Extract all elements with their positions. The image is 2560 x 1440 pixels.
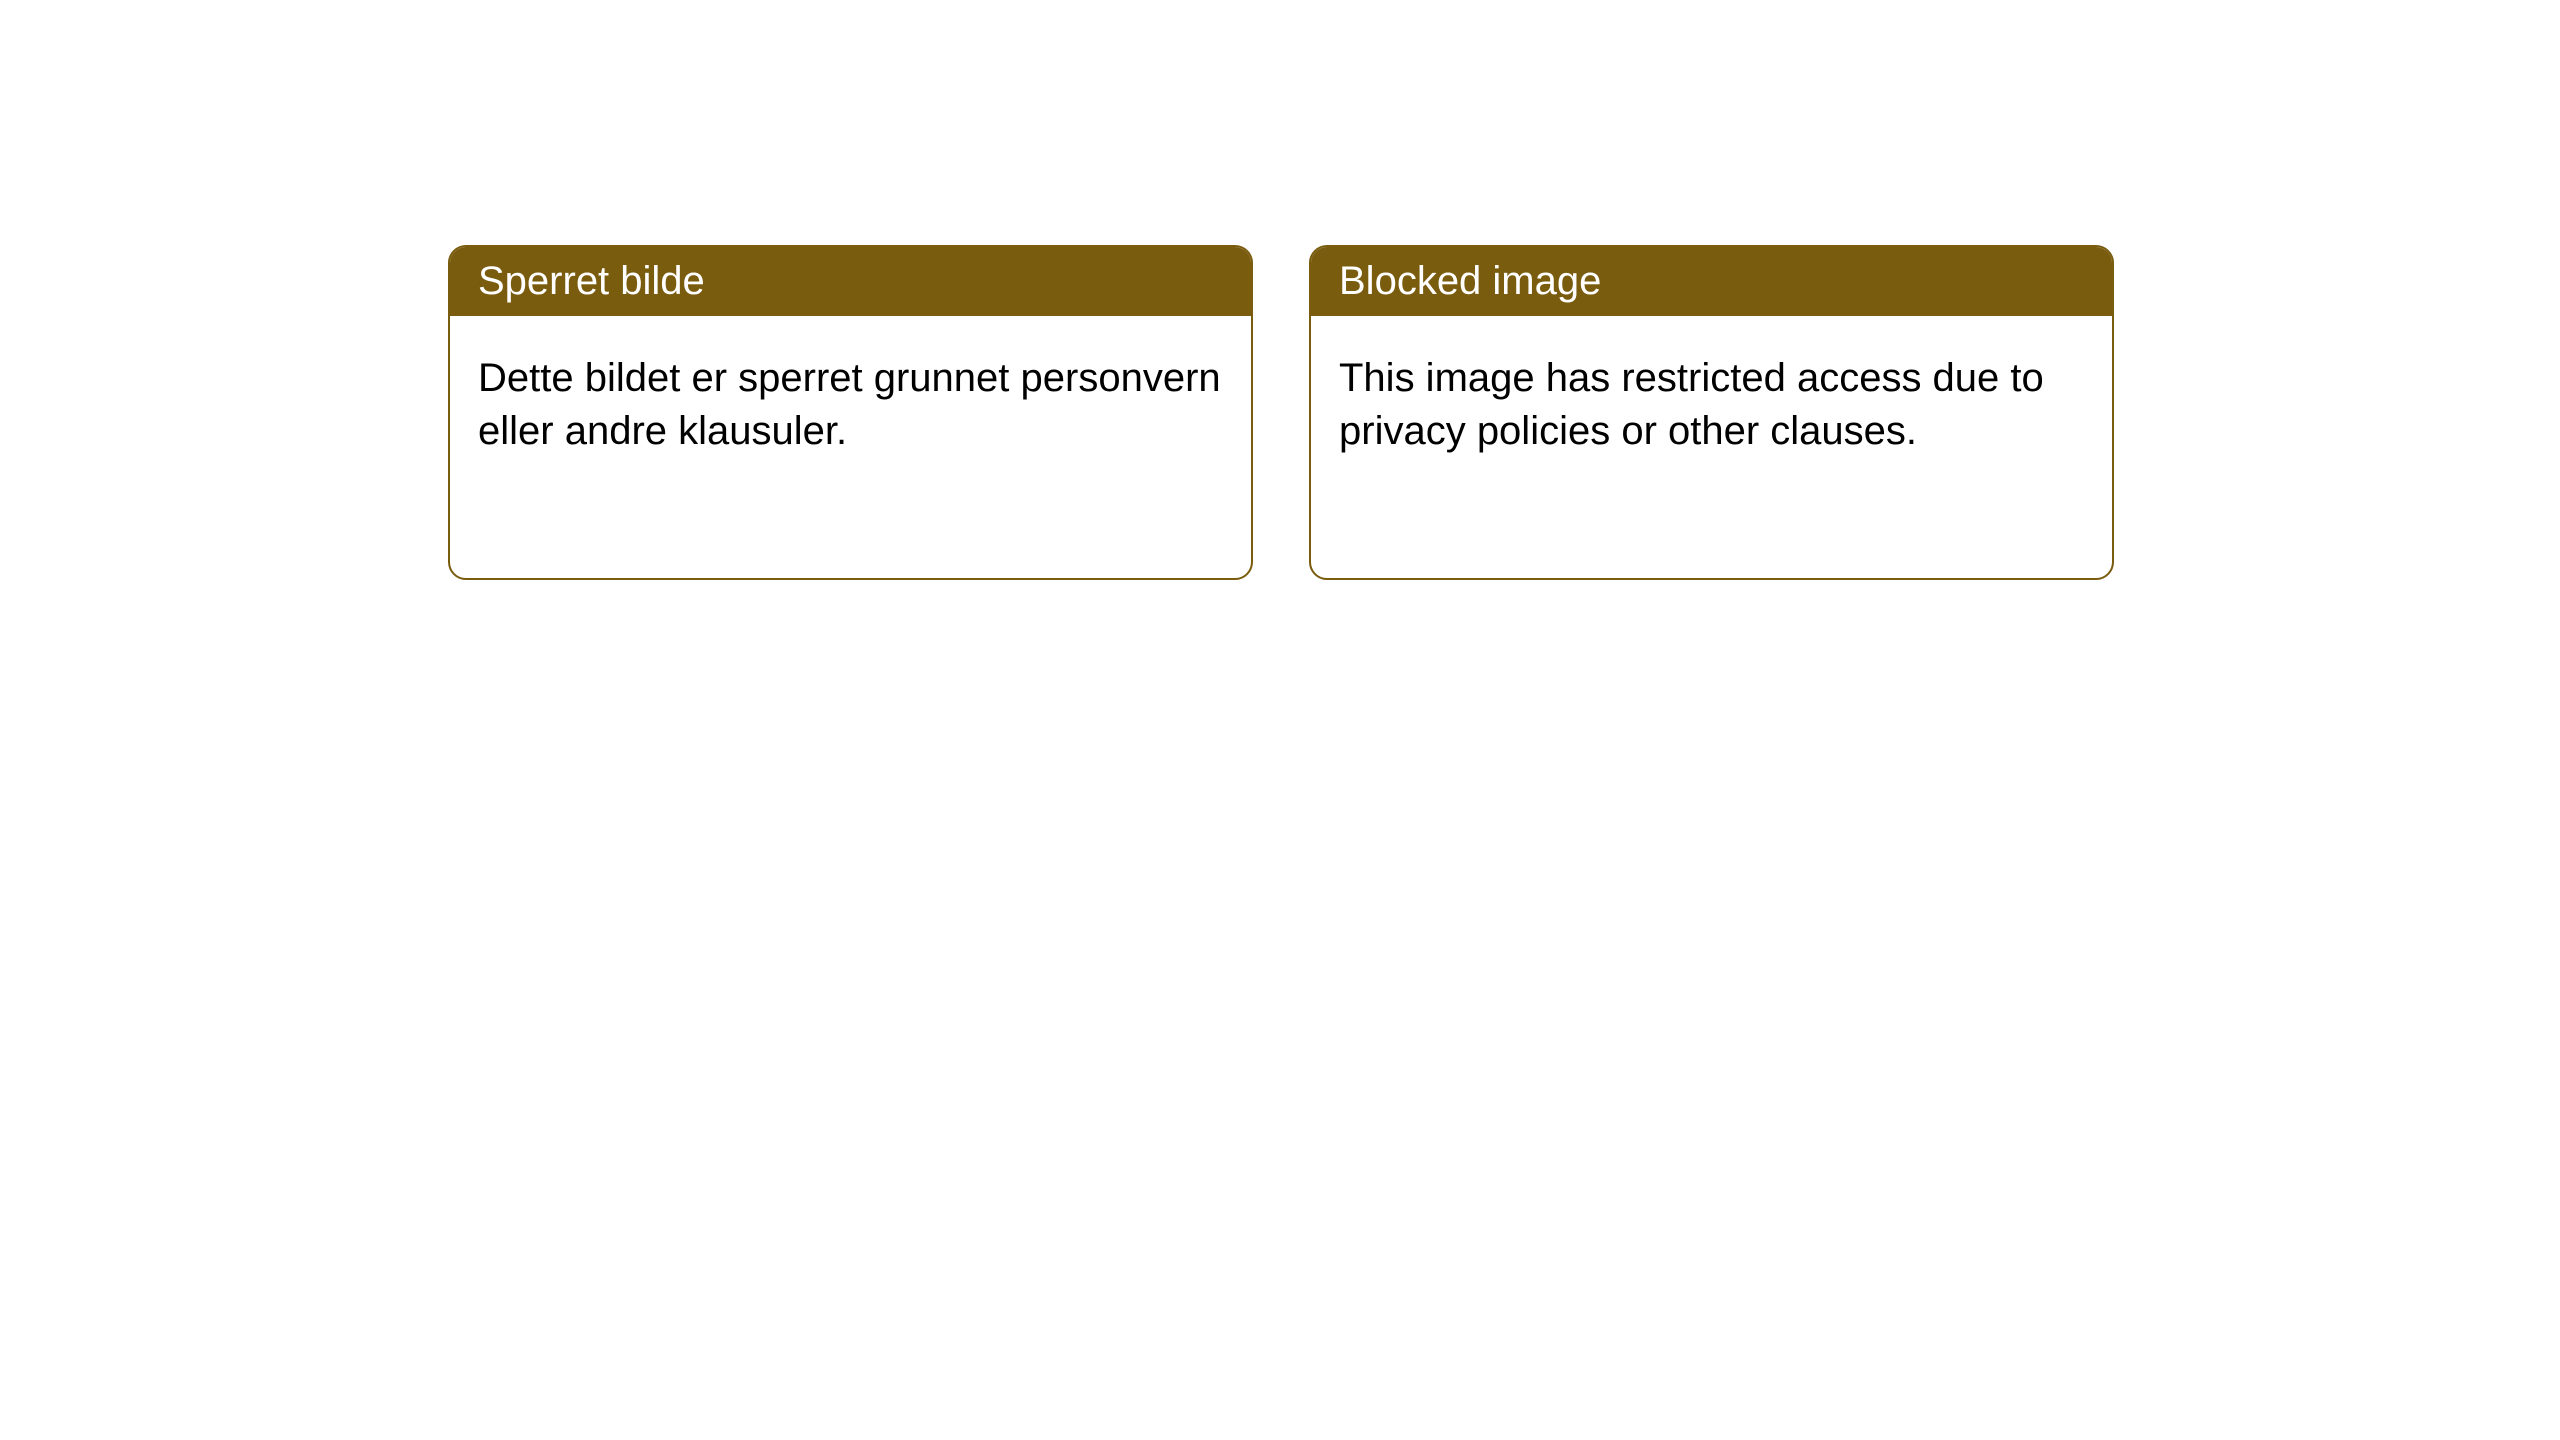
notice-card-english: Blocked image This image has restricted … [1309,245,2114,580]
notice-text-english: This image has restricted access due to … [1339,356,2044,453]
notice-title-english: Blocked image [1339,259,1601,303]
notice-text-norwegian: Dette bildet er sperret grunnet personve… [478,356,1221,453]
notice-body-english: This image has restricted access due to … [1311,316,2112,494]
notice-body-norwegian: Dette bildet er sperret grunnet personve… [450,316,1251,494]
notice-container: Sperret bilde Dette bildet er sperret gr… [0,0,2560,580]
notice-card-norwegian: Sperret bilde Dette bildet er sperret gr… [448,245,1253,580]
notice-header-english: Blocked image [1311,247,2112,316]
notice-title-norwegian: Sperret bilde [478,259,705,303]
notice-header-norwegian: Sperret bilde [450,247,1251,316]
